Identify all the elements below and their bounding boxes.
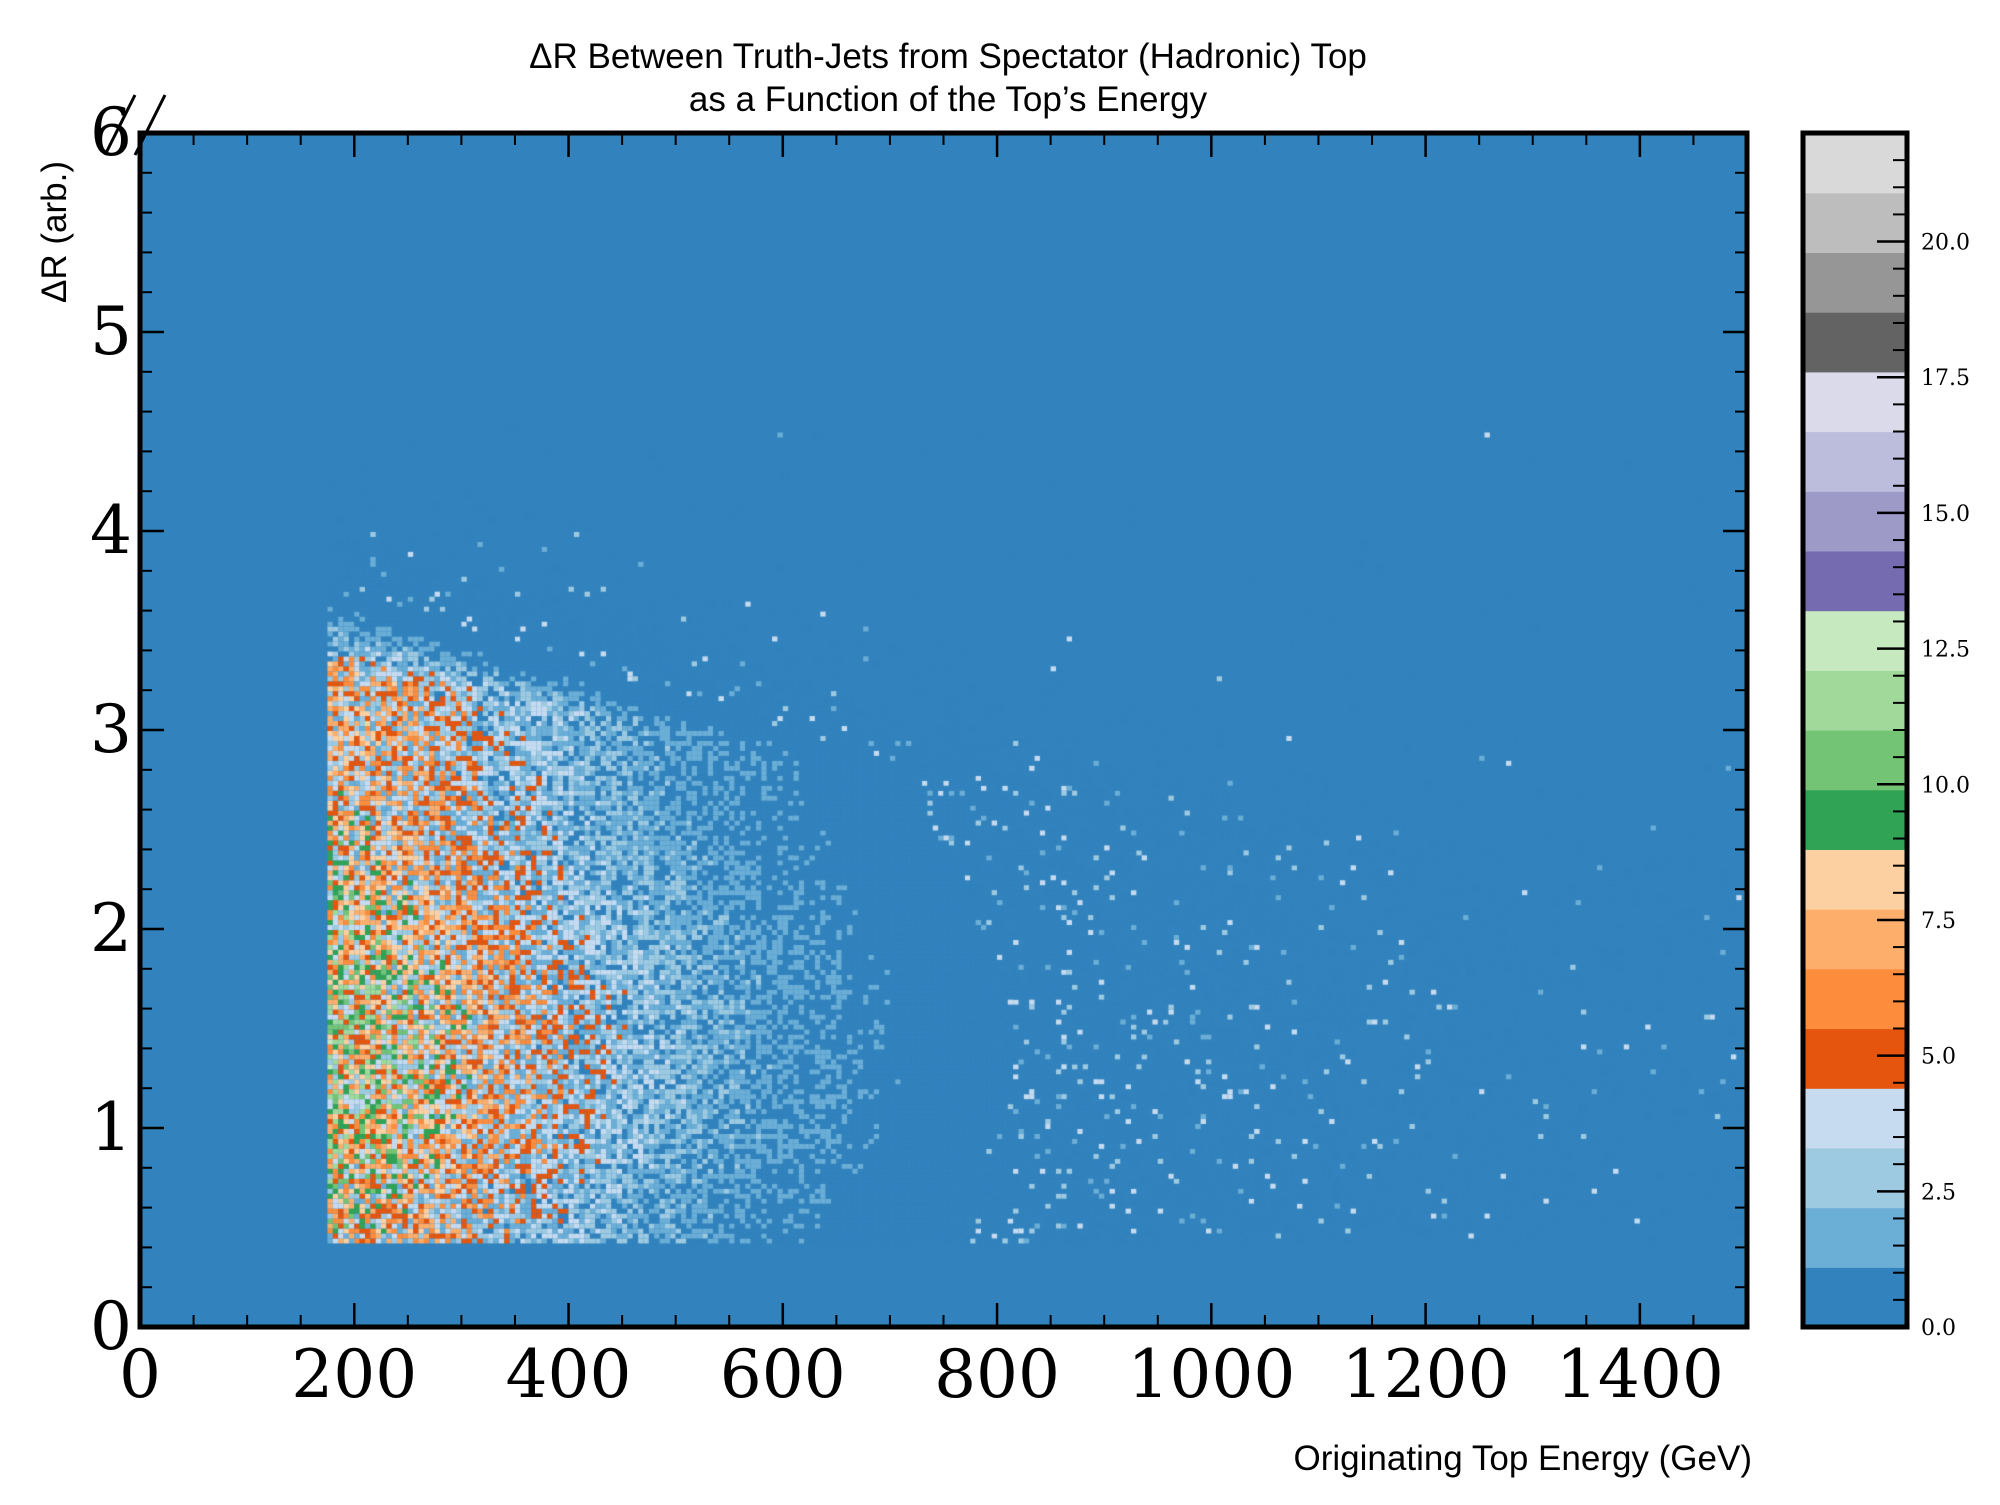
x-tick-label: 1400 bbox=[1556, 1336, 1724, 1413]
colorbar-segment bbox=[1803, 491, 1907, 552]
colorbar-tick-label: 15.0 bbox=[1921, 502, 1970, 527]
colorbar-segment bbox=[1803, 909, 1907, 970]
colorbar-segment bbox=[1803, 1088, 1907, 1149]
colorbar-segment bbox=[1803, 730, 1907, 791]
y-tick-label: 5 bbox=[90, 293, 132, 370]
colorbar-segment bbox=[1803, 312, 1907, 373]
colorbar-tick-label: 17.5 bbox=[1921, 366, 1970, 391]
colorbar-tick-label: 12.5 bbox=[1921, 638, 1970, 663]
axes: 0 200 400 600 800 1000 1200 1400 0 1 2 3 4 5 6 bbox=[90, 94, 1748, 1413]
x-tick-label: 800 bbox=[934, 1336, 1060, 1413]
colorbar-segment bbox=[1803, 789, 1907, 850]
colorbar-segment bbox=[1803, 1147, 1907, 1209]
y-tick-label: 6 bbox=[90, 94, 132, 171]
colorbar-segment bbox=[1803, 849, 1907, 910]
y-axis-label: ΔR (arb.) bbox=[35, 161, 74, 303]
y-tick-label: 2 bbox=[90, 890, 132, 967]
plot-area bbox=[137, 130, 1750, 1330]
y-tick-label: 1 bbox=[90, 1089, 132, 1166]
colorbar-tick-label: 7.5 bbox=[1921, 909, 1956, 934]
x-tick-label: 400 bbox=[506, 1336, 632, 1413]
colorbar-segment bbox=[1803, 1207, 1907, 1268]
colorbar-segment bbox=[1803, 1028, 1907, 1089]
x-tick-label: 600 bbox=[720, 1336, 846, 1413]
colorbar-segment bbox=[1803, 968, 1907, 1030]
colorbar-segment bbox=[1803, 252, 1907, 313]
x-tick-label: 0 bbox=[119, 1336, 161, 1413]
colorbar-tick-label: 5.0 bbox=[1921, 1045, 1956, 1070]
y-tick-label: 0 bbox=[90, 1288, 132, 1365]
x-tick-label: 200 bbox=[291, 1336, 417, 1413]
colorbar-segment bbox=[1803, 371, 1907, 433]
x-tick-label: 1200 bbox=[1342, 1336, 1510, 1413]
x-tick-label: 1000 bbox=[1127, 1336, 1295, 1413]
colorbar-segment bbox=[1803, 431, 1907, 492]
heatmap-bins bbox=[140, 133, 1747, 1327]
colorbar-segment bbox=[1803, 133, 1907, 194]
colorbar-tick-label: 20.0 bbox=[1921, 231, 1970, 256]
axis-break-mark bbox=[103, 94, 137, 156]
x-axis-label: Originating Top Energy (GeV) bbox=[1294, 1439, 1752, 1478]
colorbar-tick-label: 10.0 bbox=[1921, 773, 1970, 798]
colorbar-tick-label: 0.0 bbox=[1921, 1316, 1956, 1341]
colorbar-segment bbox=[1803, 192, 1907, 253]
colorbar-tick-label: 2.5 bbox=[1921, 1180, 1956, 1205]
colorbar-segment bbox=[1803, 550, 1907, 612]
colorbar: 0.0 2.5 5.0 7.5 10.0 12.5 15.0 17.5 20.0 bbox=[1800, 130, 1970, 1341]
y-tick-label: 3 bbox=[90, 691, 132, 768]
chart-subtitle: as a Function of the Top’s Energy bbox=[689, 80, 1208, 119]
colorbar-segment bbox=[1803, 610, 1907, 671]
colorbar-segment bbox=[1803, 1267, 1907, 1328]
colorbar-segment bbox=[1803, 670, 1907, 731]
chart-title: ΔR Between Truth-Jets from Spectator (Ha… bbox=[529, 37, 1367, 76]
y-tick-label: 4 bbox=[90, 492, 132, 569]
axis-break-mark bbox=[133, 94, 167, 156]
